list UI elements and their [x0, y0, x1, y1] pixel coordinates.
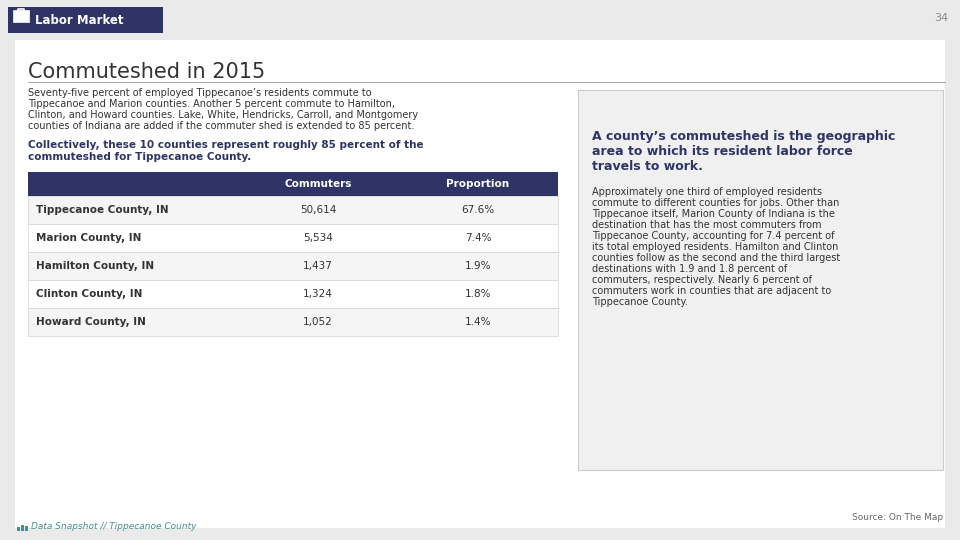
Text: Hamilton County, IN: Hamilton County, IN — [36, 261, 155, 271]
Text: Collectively, these 10 counties represent roughly 85 percent of the: Collectively, these 10 counties represen… — [28, 140, 423, 150]
Text: Data Snapshot // Tippecanoe County: Data Snapshot // Tippecanoe County — [31, 522, 197, 531]
Text: counties of Indiana are added if the commuter shed is extended to 85 percent.: counties of Indiana are added if the com… — [28, 121, 415, 131]
Text: 1,437: 1,437 — [303, 261, 333, 271]
Text: Tippecanoe itself, Marion County of Indiana is the: Tippecanoe itself, Marion County of Indi… — [592, 209, 835, 219]
Text: 7.4%: 7.4% — [465, 233, 492, 243]
Text: destination that has the most commuters from: destination that has the most commuters … — [592, 220, 822, 230]
FancyBboxPatch shape — [8, 7, 163, 33]
FancyBboxPatch shape — [15, 40, 945, 528]
FancyBboxPatch shape — [17, 527, 20, 531]
Text: Tippecanoe and Marion counties. Another 5 percent commute to Hamilton,: Tippecanoe and Marion counties. Another … — [28, 99, 395, 109]
FancyBboxPatch shape — [28, 280, 558, 308]
Text: Labor Market: Labor Market — [35, 14, 124, 26]
FancyBboxPatch shape — [28, 224, 558, 252]
Text: Clinton County, IN: Clinton County, IN — [36, 289, 142, 299]
FancyBboxPatch shape — [578, 90, 943, 470]
Text: A county’s commuteshed is the geographic: A county’s commuteshed is the geographic — [592, 130, 896, 143]
Text: area to which its resident labor force: area to which its resident labor force — [592, 145, 852, 158]
Text: 5,534: 5,534 — [303, 233, 333, 243]
Text: 50,614: 50,614 — [300, 205, 336, 215]
Text: 34: 34 — [934, 13, 948, 23]
Text: travels to work.: travels to work. — [592, 160, 703, 173]
Text: Tippecanoe County, IN: Tippecanoe County, IN — [36, 205, 169, 215]
FancyBboxPatch shape — [28, 196, 558, 224]
Text: Clinton, and Howard counties. Lake, White, Hendricks, Carroll, and Montgomery: Clinton, and Howard counties. Lake, Whit… — [28, 110, 419, 120]
Text: Howard County, IN: Howard County, IN — [36, 317, 146, 327]
FancyBboxPatch shape — [28, 172, 558, 196]
Text: 1.9%: 1.9% — [465, 261, 492, 271]
Text: 1.8%: 1.8% — [465, 289, 492, 299]
Text: Source: On The Map: Source: On The Map — [852, 513, 943, 522]
Text: commuteshed for Tippecanoe County.: commuteshed for Tippecanoe County. — [28, 152, 252, 162]
Text: commuters, respectively. Nearly 6 percent of: commuters, respectively. Nearly 6 percen… — [592, 275, 812, 285]
Text: destinations with 1.9 and 1.8 percent of: destinations with 1.9 and 1.8 percent of — [592, 264, 787, 274]
Text: commute to different counties for jobs. Other than: commute to different counties for jobs. … — [592, 198, 839, 208]
Text: Tippecanoe County, accounting for 7.4 percent of: Tippecanoe County, accounting for 7.4 pe… — [592, 231, 834, 241]
Text: 67.6%: 67.6% — [462, 205, 494, 215]
Text: Approximately one third of employed residents: Approximately one third of employed resi… — [592, 187, 822, 197]
Text: 1,052: 1,052 — [303, 317, 333, 327]
Text: counties follow as the second and the third largest: counties follow as the second and the th… — [592, 253, 840, 263]
Text: Seventy-five percent of employed Tippecanoe’s residents commute to: Seventy-five percent of employed Tippeca… — [28, 88, 372, 98]
FancyBboxPatch shape — [13, 10, 29, 22]
Text: 1.4%: 1.4% — [465, 317, 492, 327]
Text: Proportion: Proportion — [446, 179, 510, 189]
Text: its total employed residents. Hamilton and Clinton: its total employed residents. Hamilton a… — [592, 242, 838, 252]
FancyBboxPatch shape — [28, 252, 558, 280]
FancyBboxPatch shape — [21, 525, 24, 531]
Text: Tippecanoe County.: Tippecanoe County. — [592, 297, 688, 307]
FancyBboxPatch shape — [25, 526, 28, 531]
Text: Commuteshed in 2015: Commuteshed in 2015 — [28, 62, 265, 82]
Text: Marion County, IN: Marion County, IN — [36, 233, 141, 243]
Text: Commuters: Commuters — [284, 179, 351, 189]
Text: commuters work in counties that are adjacent to: commuters work in counties that are adja… — [592, 286, 831, 296]
Text: 1,324: 1,324 — [303, 289, 333, 299]
FancyBboxPatch shape — [28, 308, 558, 336]
